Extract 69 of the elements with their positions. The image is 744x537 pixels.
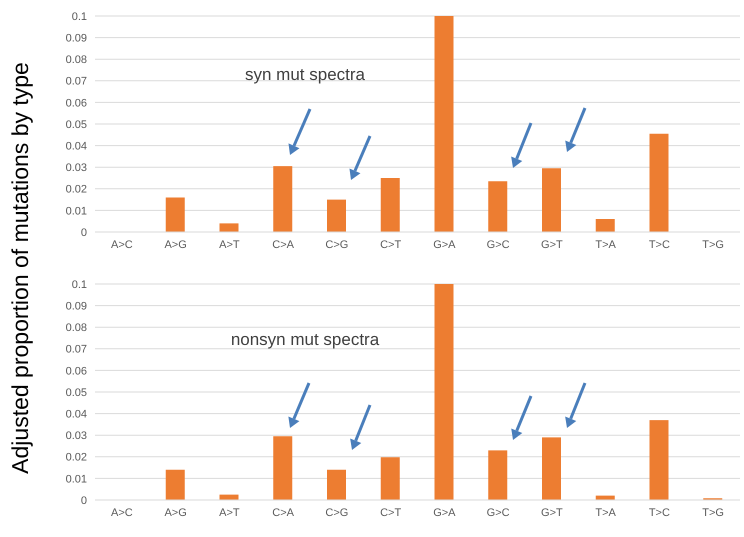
annotation: syn mut spectra: [245, 65, 366, 84]
x-tick-label: G>A: [433, 506, 456, 519]
x-tick-label: T>C: [648, 506, 670, 519]
x-tick-label: A>C: [111, 506, 133, 519]
bar: [434, 16, 454, 232]
x-tick-label: C>T: [380, 238, 402, 251]
x-tick-label: A>G: [164, 238, 187, 251]
y-tick-label: 0.02: [66, 184, 87, 196]
y-tick-label: 0.04: [66, 408, 87, 421]
bar: [166, 197, 185, 232]
y-tick-label: 0.08: [66, 54, 87, 66]
bar: [650, 420, 668, 500]
x-tick-label: G>T: [541, 238, 564, 251]
x-tick-label: C>T: [380, 506, 402, 519]
y-tick-label: 0: [80, 494, 87, 507]
y-tick-label: 0.03: [66, 162, 87, 174]
y-tick-label: 0.07: [66, 344, 87, 356]
x-tick-label: T>G: [702, 238, 724, 251]
x-tick-label: G>A: [433, 238, 456, 251]
x-tick-label: C>G: [325, 506, 348, 519]
x-tick-label: T>G: [702, 506, 724, 519]
bar: [434, 284, 454, 500]
bar: [650, 134, 668, 232]
y-tick-label: 0.08: [66, 322, 87, 334]
y-tick-label: 0.06: [66, 97, 87, 110]
x-tick-label: G>C: [486, 238, 510, 251]
bar: [327, 470, 346, 500]
x-tick-label: C>G: [325, 238, 348, 251]
y-tick-label: 0.1: [72, 278, 87, 291]
x-tick-label: C>A: [272, 238, 295, 251]
y-tick-label: 0.01: [66, 205, 87, 218]
x-tick-label: T>A: [595, 506, 617, 519]
bar: [380, 457, 400, 500]
bar: [273, 436, 292, 500]
bar: [220, 223, 238, 232]
bar: [273, 166, 292, 232]
y-tick-label: 0: [80, 226, 87, 239]
y-tick-label: 0.05: [66, 386, 87, 399]
y-tick-label: 0.07: [66, 76, 87, 88]
bar: [166, 470, 185, 500]
bar: [488, 450, 508, 500]
bar: [380, 178, 400, 232]
bar: [327, 200, 346, 232]
y-tick-label: 0.04: [66, 140, 87, 153]
bar: [596, 496, 615, 500]
x-tick-label: T>A: [595, 238, 617, 251]
y-tick-label: 0.03: [66, 430, 87, 442]
x-tick-label: G>C: [486, 506, 510, 519]
annotation: nonsyn mut spectra: [230, 330, 380, 349]
bar: [220, 494, 238, 500]
x-tick-label: A>C: [111, 238, 133, 251]
x-tick-label: T>C: [648, 238, 670, 251]
x-tick-label: C>A: [272, 506, 295, 519]
bar: [542, 437, 561, 500]
y-tick-label: 0.09: [66, 300, 87, 313]
y-tick-label: 0.09: [66, 32, 87, 45]
x-tick-label: A>T: [219, 506, 240, 519]
y-tick-label: 0.02: [66, 452, 87, 464]
x-tick-label: G>T: [541, 506, 564, 519]
y-tick-label: 0.06: [66, 365, 87, 378]
bar: [542, 168, 561, 232]
y-tick-label: 0.05: [66, 118, 87, 131]
x-tick-label: A>G: [164, 506, 187, 519]
y-tick-label: 0.01: [66, 473, 87, 486]
x-tick-label: A>T: [219, 238, 240, 251]
y-tick-label: 0.1: [72, 10, 87, 23]
y-axis-title: Adjusted proportion of mutations by type: [7, 62, 33, 474]
bar: [596, 219, 615, 232]
bar: [488, 181, 508, 232]
